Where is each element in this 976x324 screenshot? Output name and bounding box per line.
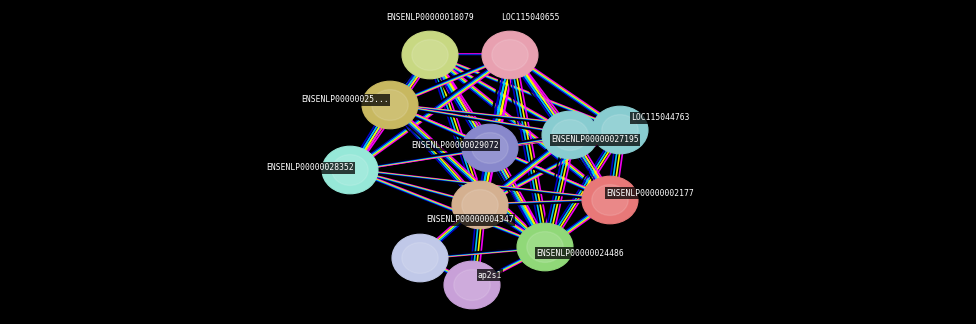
Ellipse shape: [402, 243, 438, 273]
Ellipse shape: [322, 146, 378, 194]
Ellipse shape: [402, 31, 458, 79]
Ellipse shape: [591, 185, 629, 215]
Ellipse shape: [362, 81, 418, 129]
Ellipse shape: [471, 133, 508, 163]
Ellipse shape: [392, 234, 448, 282]
Ellipse shape: [462, 124, 518, 172]
Ellipse shape: [444, 261, 500, 309]
Ellipse shape: [332, 155, 368, 185]
Text: ENSENLP00000027195: ENSENLP00000027195: [551, 135, 639, 145]
Ellipse shape: [592, 106, 648, 154]
Text: ENSENLP00000018079: ENSENLP00000018079: [386, 14, 474, 22]
Ellipse shape: [542, 111, 598, 159]
Ellipse shape: [602, 115, 638, 145]
Ellipse shape: [454, 270, 490, 300]
Text: ENSENLP00000029072: ENSENLP00000029072: [411, 141, 499, 149]
Text: ENSENLP00000025...: ENSENLP00000025...: [302, 96, 388, 105]
Ellipse shape: [527, 232, 563, 262]
Text: ap2s1: ap2s1: [478, 271, 503, 280]
Ellipse shape: [517, 223, 573, 271]
Ellipse shape: [412, 40, 448, 70]
Text: ENSENLP00000028352: ENSENLP00000028352: [266, 164, 354, 172]
Ellipse shape: [551, 120, 589, 150]
Ellipse shape: [482, 31, 538, 79]
Text: ENSENLP00000024486: ENSENLP00000024486: [536, 249, 624, 258]
Text: ENSENLP00000004347: ENSENLP00000004347: [427, 215, 514, 225]
Ellipse shape: [582, 176, 638, 224]
Ellipse shape: [462, 190, 498, 220]
Text: ENSENLP00000002177: ENSENLP00000002177: [606, 189, 694, 198]
Text: LOC115040655: LOC115040655: [501, 14, 559, 22]
Text: LOC115044763: LOC115044763: [630, 113, 689, 122]
Ellipse shape: [452, 181, 508, 229]
Ellipse shape: [492, 40, 528, 70]
Ellipse shape: [372, 90, 408, 121]
